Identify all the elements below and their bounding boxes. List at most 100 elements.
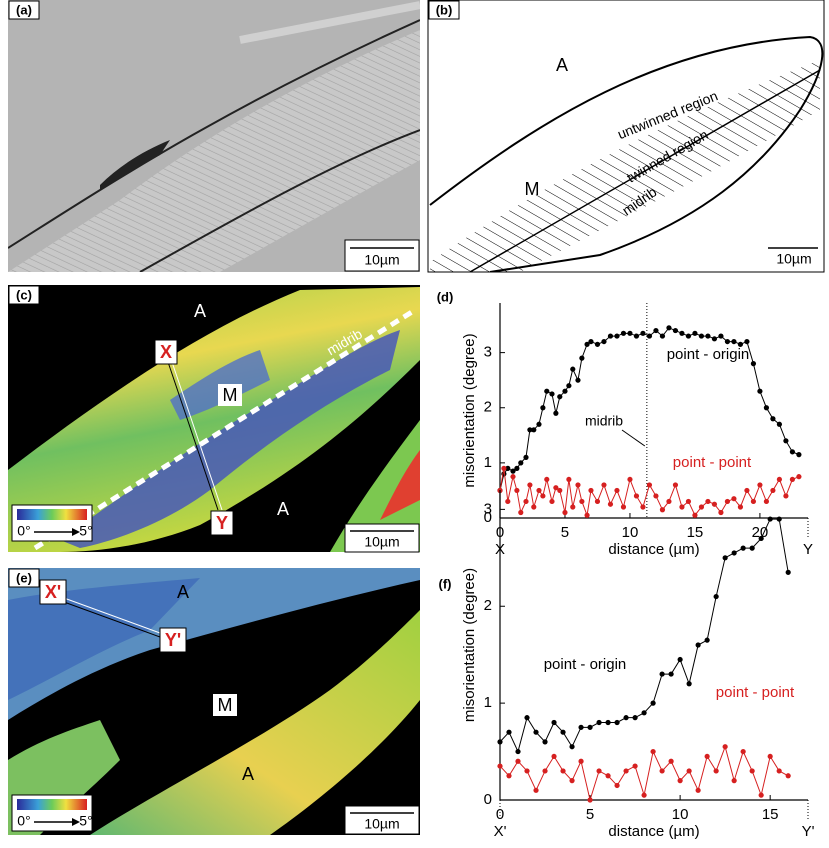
y-axis-title: misorientation (degree) bbox=[461, 333, 478, 487]
data-point bbox=[672, 482, 679, 488]
data-point bbox=[757, 388, 763, 394]
x-tick-label: 15 bbox=[687, 524, 704, 541]
data-point bbox=[620, 504, 627, 510]
panel-c-map bbox=[8, 285, 420, 552]
y-axis-title: misorientation (degree) bbox=[461, 568, 478, 722]
scale-label: 10µm bbox=[364, 534, 399, 550]
data-point bbox=[640, 504, 646, 510]
data-point bbox=[540, 405, 546, 411]
data-point bbox=[510, 468, 516, 474]
x-tick-label: 5 bbox=[561, 524, 569, 541]
data-point bbox=[623, 768, 629, 774]
x-axis-title: distance (µm) bbox=[608, 541, 699, 558]
end-label: Y' bbox=[802, 823, 815, 840]
data-point bbox=[596, 719, 602, 726]
data-point bbox=[588, 338, 594, 345]
end-label: X' bbox=[494, 823, 507, 840]
y-tick-label: 3 bbox=[484, 344, 492, 361]
data-point bbox=[570, 504, 576, 510]
data-point bbox=[627, 330, 633, 336]
colorbar-label: 0° bbox=[17, 813, 30, 829]
colorbar-arrowhead bbox=[72, 818, 80, 826]
data-point bbox=[632, 763, 638, 769]
data-point bbox=[659, 333, 666, 339]
data-point bbox=[533, 729, 539, 735]
colorbar-label: 0° bbox=[17, 523, 30, 539]
data-point bbox=[640, 330, 646, 336]
phase-label: M bbox=[223, 385, 238, 405]
data-point bbox=[542, 768, 548, 774]
scale-box bbox=[344, 805, 420, 835]
scale-label: 10µm bbox=[364, 252, 399, 268]
data-point bbox=[737, 341, 744, 347]
data-point bbox=[551, 719, 557, 726]
data-point bbox=[783, 493, 789, 499]
data-point bbox=[731, 338, 737, 345]
x-tick-label: 10 bbox=[622, 524, 639, 541]
phase-label: A bbox=[194, 301, 206, 321]
panel-label: (f) bbox=[439, 576, 452, 591]
panel-label-box bbox=[8, 285, 40, 305]
data-point bbox=[711, 336, 718, 342]
panel-e-map bbox=[8, 568, 420, 835]
y-tick-label: 0 bbox=[484, 509, 492, 526]
data-point bbox=[620, 330, 627, 336]
phase-label: A bbox=[556, 55, 568, 75]
data-point bbox=[686, 768, 692, 774]
data-point bbox=[570, 366, 576, 372]
colorbar bbox=[17, 799, 87, 810]
data-point bbox=[713, 768, 719, 774]
data-point bbox=[515, 758, 521, 764]
data-point bbox=[731, 778, 737, 784]
data-point bbox=[531, 504, 537, 510]
data-point bbox=[594, 341, 601, 347]
data-point bbox=[666, 325, 672, 331]
data-point bbox=[584, 341, 590, 347]
data-point bbox=[776, 476, 783, 483]
data-point bbox=[527, 427, 533, 433]
data-point bbox=[578, 724, 584, 730]
data-point bbox=[789, 449, 796, 455]
data-point bbox=[569, 744, 575, 750]
data-point bbox=[704, 753, 710, 760]
data-point bbox=[557, 487, 563, 494]
x-tick-label: 10 bbox=[672, 806, 689, 823]
data-point bbox=[705, 498, 711, 505]
phase-box bbox=[218, 384, 242, 406]
point-box bbox=[154, 339, 178, 365]
data-point bbox=[785, 773, 791, 779]
data-point bbox=[763, 405, 770, 411]
data-point bbox=[666, 498, 672, 505]
data-point bbox=[677, 656, 683, 663]
point-label: X' bbox=[45, 582, 61, 602]
panel-label: (e) bbox=[16, 570, 32, 585]
data-point bbox=[588, 487, 594, 494]
scale-box bbox=[344, 239, 420, 272]
data-point bbox=[692, 512, 698, 518]
data-point bbox=[505, 465, 511, 471]
panel-label: (d) bbox=[437, 289, 454, 304]
annotation-arrow bbox=[621, 429, 646, 447]
data-point bbox=[594, 498, 601, 505]
data-point bbox=[524, 768, 530, 774]
phase-label: A bbox=[277, 499, 289, 519]
data-point bbox=[607, 333, 614, 339]
data-point bbox=[718, 509, 724, 516]
data-point bbox=[776, 768, 782, 774]
data-point bbox=[641, 792, 647, 798]
data-point bbox=[767, 516, 773, 522]
data-point bbox=[668, 671, 674, 677]
colorbar bbox=[17, 509, 87, 520]
point-label: Y' bbox=[165, 630, 181, 650]
data-point bbox=[549, 391, 555, 397]
data-point bbox=[744, 487, 750, 494]
data-point bbox=[722, 744, 728, 750]
data-point bbox=[551, 753, 557, 760]
data-point bbox=[627, 476, 633, 483]
data-point bbox=[518, 460, 524, 466]
series-label: point - origin bbox=[544, 656, 627, 673]
series-line bbox=[499, 745, 789, 802]
point-box bbox=[210, 510, 234, 536]
